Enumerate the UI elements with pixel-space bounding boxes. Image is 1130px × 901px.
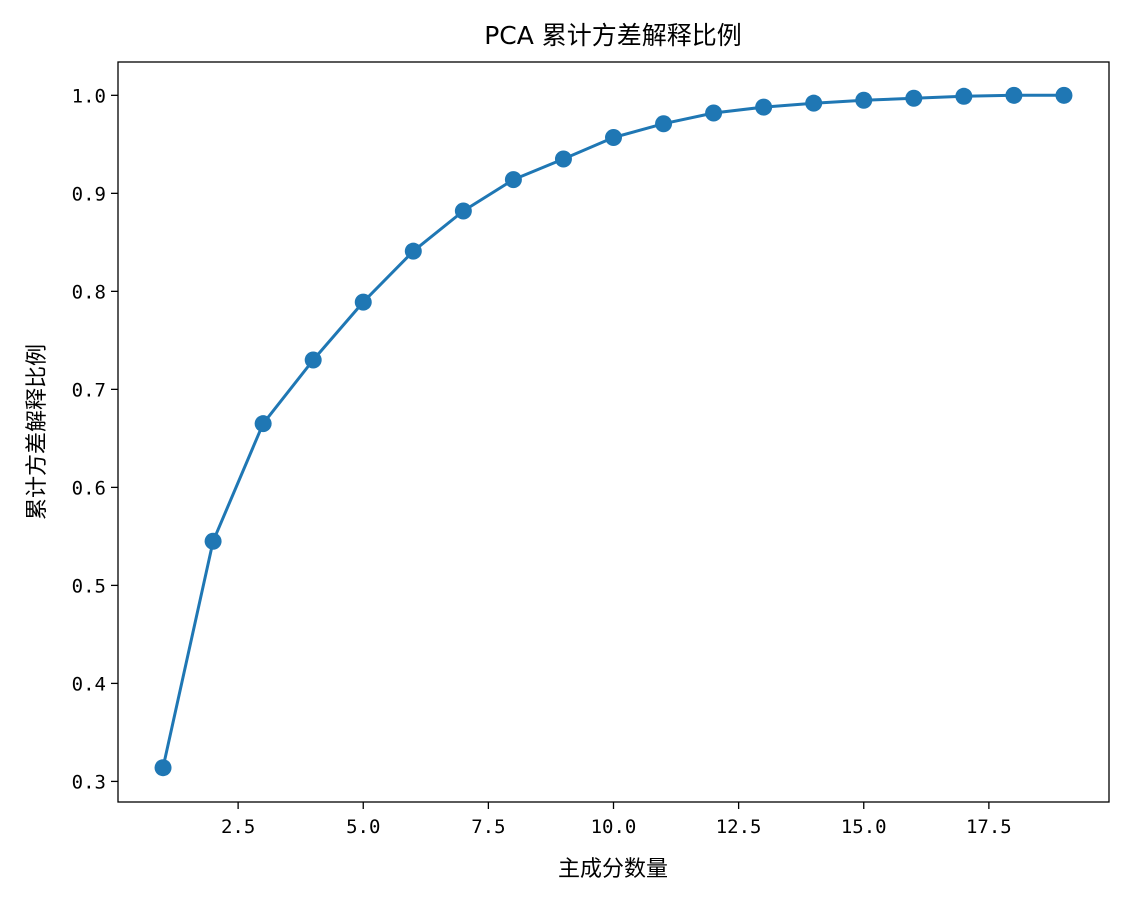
series (154, 86, 1073, 777)
data-point (504, 171, 522, 189)
y-tick-label: 0.4 (72, 673, 106, 695)
x-tick-label: 17.5 (966, 816, 1012, 838)
y-tick-label: 0.3 (72, 771, 106, 793)
x-tick-label: 7.5 (471, 816, 505, 838)
ticks: 2.5 5.0 7.5 10.0 12.5 15.0 17.5 0.3 0.4 0.5 0.6 0.7… (72, 85, 1012, 838)
y-tick-label: 1.0 (72, 85, 106, 107)
y-tick-label: 0.5 (72, 575, 106, 597)
x-axis-label: 主成分数量 (558, 857, 668, 882)
data-point (855, 91, 873, 109)
y-axis-label: 累计方差解释比例 (25, 344, 50, 520)
x-tick-label: 12.5 (716, 816, 762, 838)
plot-frame (117, 61, 1110, 803)
data-point (304, 351, 322, 369)
x-tick-label: 5.0 (346, 816, 380, 838)
data-point (805, 94, 823, 112)
chart-title: PCA 累计方差解释比例 (484, 21, 742, 50)
x-tick-label: 2.5 (221, 816, 255, 838)
data-point (204, 532, 222, 550)
data-point (554, 150, 572, 168)
x-tick-label: 15.0 (841, 816, 887, 838)
data-point (154, 759, 172, 777)
y-tick-label: 0.8 (72, 281, 106, 303)
data-point (354, 293, 372, 311)
y-tick-label: 0.9 (72, 183, 106, 205)
data-point (655, 115, 673, 133)
data-point (705, 104, 723, 122)
y-tick-label: 0.7 (72, 379, 106, 401)
data-point (454, 202, 472, 220)
data-point (755, 98, 773, 116)
data-point (1055, 86, 1073, 104)
data-point (605, 128, 622, 146)
data-point (1005, 86, 1023, 104)
data-point (404, 242, 422, 260)
data-point (254, 415, 272, 433)
plot-background (118, 62, 1109, 802)
data-point (955, 87, 973, 105)
y-tick-label: 0.6 (72, 477, 106, 499)
data-point (905, 89, 923, 107)
x-tick-label: 10.0 (591, 816, 637, 838)
